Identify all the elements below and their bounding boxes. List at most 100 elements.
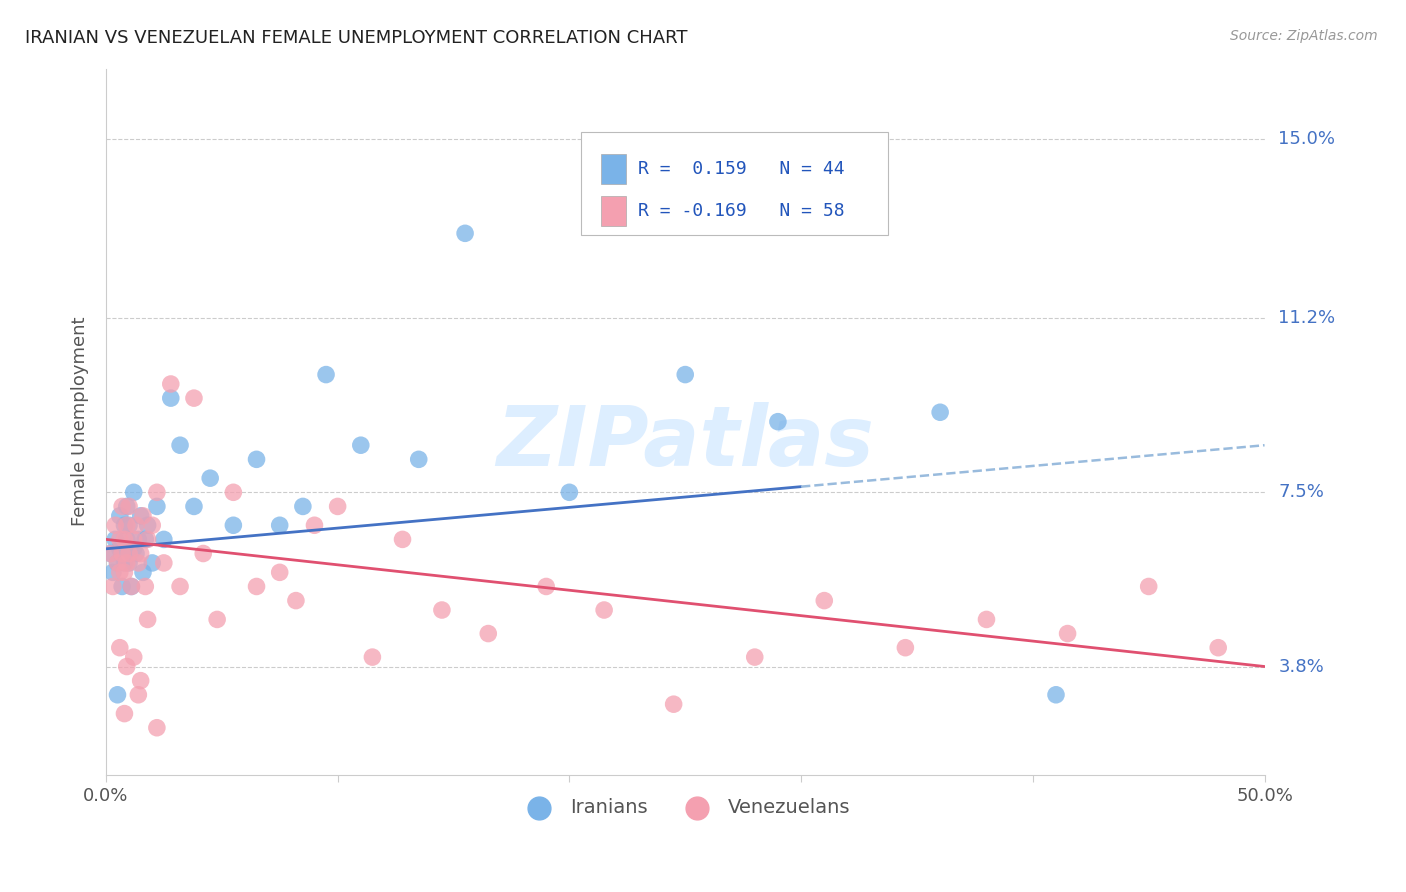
Point — [304, 518, 326, 533]
Point — [129, 673, 152, 688]
Text: 7.5%: 7.5% — [1278, 483, 1324, 501]
Point — [159, 391, 181, 405]
Point — [122, 541, 145, 556]
Point — [284, 593, 307, 607]
Point — [477, 626, 499, 640]
Point — [136, 533, 159, 547]
Point — [269, 518, 291, 533]
Point — [183, 391, 205, 405]
Point — [205, 612, 228, 626]
Point — [107, 556, 129, 570]
Point — [1206, 640, 1229, 655]
Point — [127, 556, 149, 570]
Text: R =  0.159   N = 44: R = 0.159 N = 44 — [638, 160, 845, 178]
Point — [114, 566, 136, 580]
Point — [136, 612, 159, 626]
Point — [454, 227, 477, 241]
Text: ZIPatlas: ZIPatlas — [496, 402, 875, 483]
Point — [159, 376, 181, 391]
Point — [326, 500, 349, 514]
Point — [107, 688, 129, 702]
Point — [111, 579, 134, 593]
Point — [153, 556, 176, 570]
Text: 15.0%: 15.0% — [1278, 130, 1336, 148]
Point — [111, 547, 134, 561]
Point — [673, 368, 696, 382]
Point — [141, 556, 163, 570]
Point — [115, 533, 138, 547]
Legend: Iranians, Venezuelans: Iranians, Venezuelans — [512, 790, 858, 825]
Point — [222, 518, 245, 533]
Point — [534, 579, 557, 593]
Text: R = -0.169   N = 58: R = -0.169 N = 58 — [638, 202, 845, 219]
Point — [120, 579, 142, 593]
Bar — [600, 196, 626, 226]
Point — [929, 405, 952, 419]
Point — [766, 415, 789, 429]
Point — [118, 556, 141, 570]
Point — [118, 500, 141, 514]
Point — [744, 650, 766, 665]
Point — [976, 612, 998, 626]
Point — [198, 471, 221, 485]
Point — [132, 566, 155, 580]
Point — [114, 556, 136, 570]
Point — [100, 547, 122, 561]
Point — [115, 659, 138, 673]
Point — [169, 438, 191, 452]
Point — [430, 603, 453, 617]
Text: 3.8%: 3.8% — [1278, 657, 1324, 675]
Point — [108, 566, 131, 580]
Point — [115, 518, 138, 533]
Point — [122, 650, 145, 665]
Point — [183, 500, 205, 514]
Point — [269, 566, 291, 580]
Point — [114, 533, 136, 547]
Point — [245, 579, 267, 593]
Point — [129, 547, 152, 561]
Point — [222, 485, 245, 500]
Point — [291, 500, 314, 514]
Point — [108, 640, 131, 655]
Point — [122, 533, 145, 547]
Point — [122, 485, 145, 500]
Point — [108, 533, 131, 547]
Text: Source: ZipAtlas.com: Source: ZipAtlas.com — [1230, 29, 1378, 43]
Point — [193, 547, 215, 561]
Point — [136, 518, 159, 533]
Point — [894, 640, 917, 655]
Point — [127, 533, 149, 547]
Point — [118, 518, 141, 533]
Point — [146, 721, 169, 735]
Point — [1045, 688, 1067, 702]
Point — [101, 566, 124, 580]
Point — [408, 452, 430, 467]
Point — [146, 500, 169, 514]
Point — [134, 579, 156, 593]
Point — [153, 533, 176, 547]
Point — [662, 697, 685, 711]
Point — [115, 556, 138, 570]
Point — [134, 533, 156, 547]
Point — [127, 688, 149, 702]
Text: 11.2%: 11.2% — [1278, 310, 1336, 327]
Point — [132, 508, 155, 523]
Y-axis label: Female Unemployment: Female Unemployment — [72, 317, 89, 526]
Bar — [600, 154, 626, 184]
Point — [118, 547, 141, 561]
Point — [111, 547, 134, 561]
Text: IRANIAN VS VENEZUELAN FEMALE UNEMPLOYMENT CORRELATION CHART: IRANIAN VS VENEZUELAN FEMALE UNEMPLOYMEN… — [25, 29, 688, 46]
Point — [391, 533, 413, 547]
FancyBboxPatch shape — [581, 132, 889, 235]
Point — [146, 485, 169, 500]
Point — [361, 650, 384, 665]
Point — [813, 593, 835, 607]
Point — [104, 533, 127, 547]
Point — [104, 518, 127, 533]
Point — [350, 438, 373, 452]
Point — [593, 603, 616, 617]
Point — [111, 500, 134, 514]
Point — [114, 706, 136, 721]
Point — [169, 579, 191, 593]
Point — [1056, 626, 1078, 640]
